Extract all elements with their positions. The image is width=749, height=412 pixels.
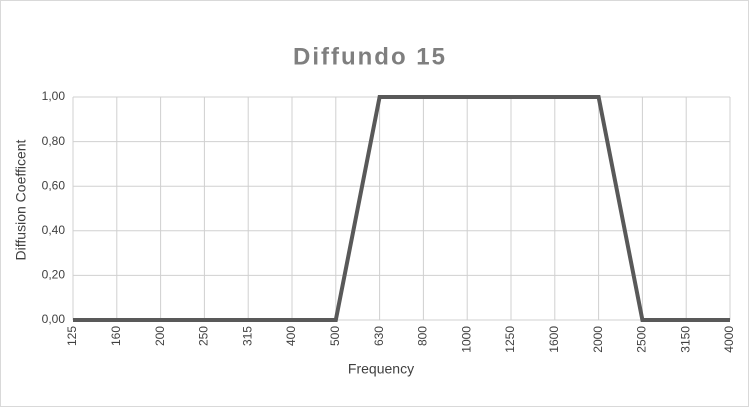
x-tick-label: 160 bbox=[109, 326, 123, 346]
x-tick-label: 400 bbox=[284, 326, 298, 346]
x-tick-label: 1600 bbox=[547, 326, 561, 353]
x-tick-label: 4000 bbox=[722, 326, 736, 353]
y-tick-label: 0,40 bbox=[42, 223, 66, 237]
x-tick-label: 2500 bbox=[635, 326, 649, 353]
y-tick-label: 1,00 bbox=[42, 89, 66, 103]
y-tick-label: 0,80 bbox=[42, 134, 66, 148]
x-tick-label: 250 bbox=[197, 326, 211, 346]
y-tick-label: 0,00 bbox=[42, 312, 66, 326]
x-tick-label: 1250 bbox=[503, 326, 517, 353]
x-tick-label: 500 bbox=[328, 326, 342, 346]
data-line bbox=[73, 95, 730, 322]
x-tick-label: 800 bbox=[416, 326, 430, 346]
y-axis-label: Diffusion Coefficent bbox=[13, 139, 29, 260]
x-tick-label: 125 bbox=[65, 326, 79, 346]
chart-title: Diffundo 15 bbox=[293, 43, 447, 70]
y-tick-label: 0,60 bbox=[42, 178, 66, 192]
x-tick-label: 3150 bbox=[678, 326, 692, 353]
x-tick-label: 630 bbox=[372, 326, 386, 346]
x-tick-label: 1000 bbox=[459, 326, 473, 353]
y-tick-label: 0,20 bbox=[42, 268, 66, 282]
x-tick-label: 315 bbox=[240, 326, 254, 346]
x-tick-label: 2000 bbox=[591, 326, 605, 353]
x-axis-label: Frequency bbox=[348, 361, 414, 377]
x-tick-label: 200 bbox=[153, 326, 167, 346]
